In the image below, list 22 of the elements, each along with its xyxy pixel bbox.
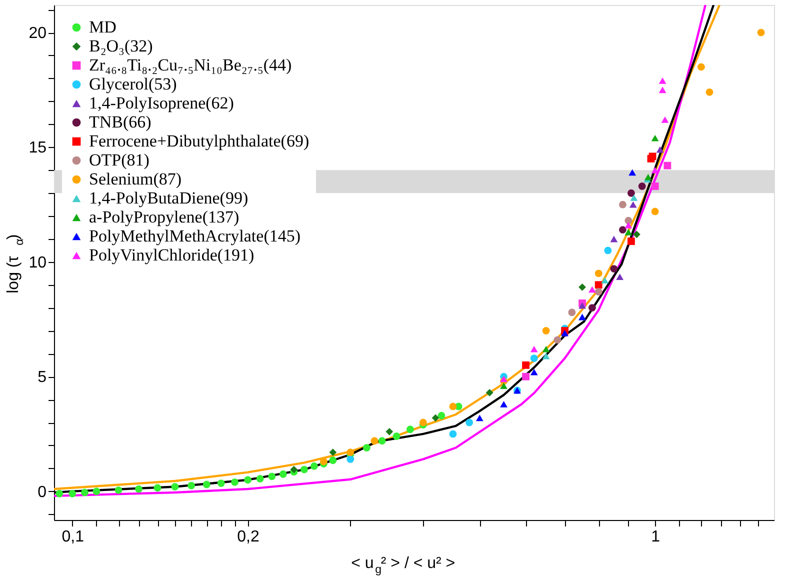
y-tick-label: 15: [28, 140, 47, 157]
legend-label: 1,4-PolyIsoprene(62): [89, 94, 234, 112]
legend-label: Ferrocene+Dibutylphthalate(69): [89, 132, 310, 150]
legend-label: Glycerol(53): [89, 74, 177, 94]
x-tick-label: 0,2: [237, 528, 260, 546]
legend-label: a-PolyPropylene(137): [89, 208, 240, 226]
y-tick-label: 20: [28, 25, 47, 42]
legend-label: Zr₄₆.₈Ti₈.₂Cu₇.₅Ni₁₀Be₂₇.₅(44): [89, 56, 292, 74]
legend-label: TNB(66): [89, 112, 152, 132]
legend-label: PolyMethylMethAcrylate(145): [89, 226, 301, 246]
x-tick-label: 1: [651, 528, 660, 546]
legend-label: Selenium(87): [89, 170, 182, 188]
legend-label: B₂O₃(32): [89, 36, 153, 56]
y-axis-title: log (τα): [5, 234, 26, 294]
legend-label: 1,4-PolyButaDiene(99): [89, 188, 248, 208]
legend-label: OTP(81): [89, 150, 150, 170]
legend-label: MD: [89, 18, 116, 36]
legend-label: PolyVinylChloride(191): [89, 246, 254, 264]
y-tick-label: 0: [38, 484, 47, 501]
y-tick-label: 10: [28, 254, 47, 272]
x-tick-label: 0,1: [62, 528, 84, 546]
y-tick-label: 5: [38, 369, 47, 386]
